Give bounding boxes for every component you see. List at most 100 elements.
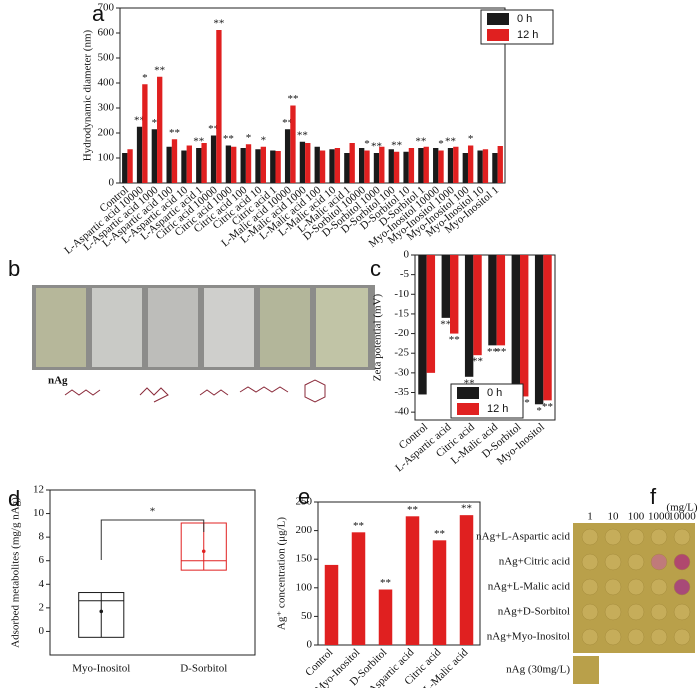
significance-bracket xyxy=(100,519,205,560)
column-label: 1000 xyxy=(648,511,671,523)
plot-frame xyxy=(317,501,481,646)
bar xyxy=(290,105,296,183)
bar xyxy=(157,76,163,183)
significance-marker: * xyxy=(261,134,267,146)
bar xyxy=(358,148,365,183)
bar xyxy=(127,149,133,183)
y-tick-label: 700 xyxy=(98,2,115,14)
y-tick-label: 0 xyxy=(39,625,45,637)
significance-marker: * xyxy=(438,138,444,150)
significance-marker: ** xyxy=(415,136,426,148)
significance-marker: ** xyxy=(380,577,391,589)
y-tick-label: 200 xyxy=(296,524,313,536)
significance-marker: * xyxy=(150,506,156,518)
legend-label: 12 h xyxy=(517,29,538,41)
bar xyxy=(497,146,503,183)
y-tick-label: 2 xyxy=(39,601,45,613)
bar xyxy=(210,135,217,183)
y-tick-label: 0 xyxy=(404,249,410,261)
bar xyxy=(196,148,202,183)
bar xyxy=(467,145,474,183)
y-tick-label: 600 xyxy=(98,27,115,39)
y-tick-label: 4 xyxy=(39,578,45,590)
bar xyxy=(166,146,172,183)
significance-marker: ** xyxy=(287,93,298,105)
bar xyxy=(225,145,232,183)
spot xyxy=(673,578,691,596)
spot xyxy=(604,603,622,621)
bar xyxy=(151,129,158,183)
molecule-sketches xyxy=(64,379,326,403)
bar xyxy=(488,255,497,346)
panel-label: a xyxy=(92,1,105,26)
spot xyxy=(673,528,691,546)
bar xyxy=(329,149,335,183)
spot xyxy=(627,553,645,571)
y-tick-label: 50 xyxy=(301,610,313,622)
spot xyxy=(650,528,668,546)
bar xyxy=(255,149,261,183)
y-tick-label: 100 xyxy=(98,152,115,164)
column-label: 100 xyxy=(628,511,645,523)
bar xyxy=(142,84,148,183)
y-tick-label: 500 xyxy=(98,52,115,64)
y-tick-label: 300 xyxy=(98,102,115,114)
significance-marker: ** xyxy=(213,18,224,30)
significance-marker: ** xyxy=(519,397,530,409)
bar xyxy=(344,153,350,183)
y-tick-label: 100 xyxy=(296,581,313,593)
y-tick-label: 250 xyxy=(296,496,313,508)
bar xyxy=(543,255,552,401)
significance-marker: * xyxy=(152,117,158,129)
y-tick-label: 10 xyxy=(33,507,45,519)
bar xyxy=(364,150,370,183)
row-label: nAg+L-Malic acid xyxy=(488,581,571,593)
bar xyxy=(240,148,246,183)
row-label: nAg+D-Sorbitol xyxy=(498,606,570,618)
mean xyxy=(201,549,206,554)
box xyxy=(78,592,125,638)
significance-marker: * xyxy=(468,133,474,145)
bar xyxy=(305,143,311,183)
significance-marker: ** xyxy=(134,114,145,126)
panel-label: f xyxy=(650,484,657,509)
spot xyxy=(627,528,645,546)
bar xyxy=(314,146,320,183)
column-label: 10000 xyxy=(668,511,696,523)
bar xyxy=(453,146,459,183)
plate-swatch xyxy=(573,656,599,684)
bar xyxy=(423,146,429,183)
spot xyxy=(581,528,599,546)
panel-label: d xyxy=(8,486,20,511)
y-tick-label: -25 xyxy=(394,347,409,359)
bar xyxy=(492,153,498,183)
significance-marker: ** xyxy=(464,377,475,389)
spot xyxy=(604,628,622,646)
significance-marker: ** xyxy=(223,133,234,145)
bar xyxy=(426,255,436,373)
y-tick-label: 150 xyxy=(296,553,313,565)
bar xyxy=(441,255,450,318)
significance-marker: ** xyxy=(154,64,165,76)
bar xyxy=(351,532,366,645)
unit-label: (mg/L) xyxy=(666,502,697,514)
bar xyxy=(438,150,444,183)
y-axis-label: Adsorbed metabolites (mg/g nAg) xyxy=(10,497,22,648)
bar xyxy=(393,151,400,183)
spot xyxy=(604,578,622,596)
significance-marker: * xyxy=(364,138,370,150)
significance-marker: ** xyxy=(445,136,456,148)
bar xyxy=(260,146,267,183)
legend-label: 0 h xyxy=(517,13,532,25)
panel-label: b xyxy=(8,256,20,281)
legend-label: 0 h xyxy=(487,387,502,399)
y-tick-label: 0 xyxy=(109,177,115,189)
bar xyxy=(245,144,252,183)
significance-marker: * xyxy=(246,132,252,144)
y-tick-label: 400 xyxy=(98,77,115,89)
bar xyxy=(181,150,187,183)
bar xyxy=(275,151,281,183)
plot-frame xyxy=(119,7,506,184)
legend-label: 12 h xyxy=(487,403,508,415)
